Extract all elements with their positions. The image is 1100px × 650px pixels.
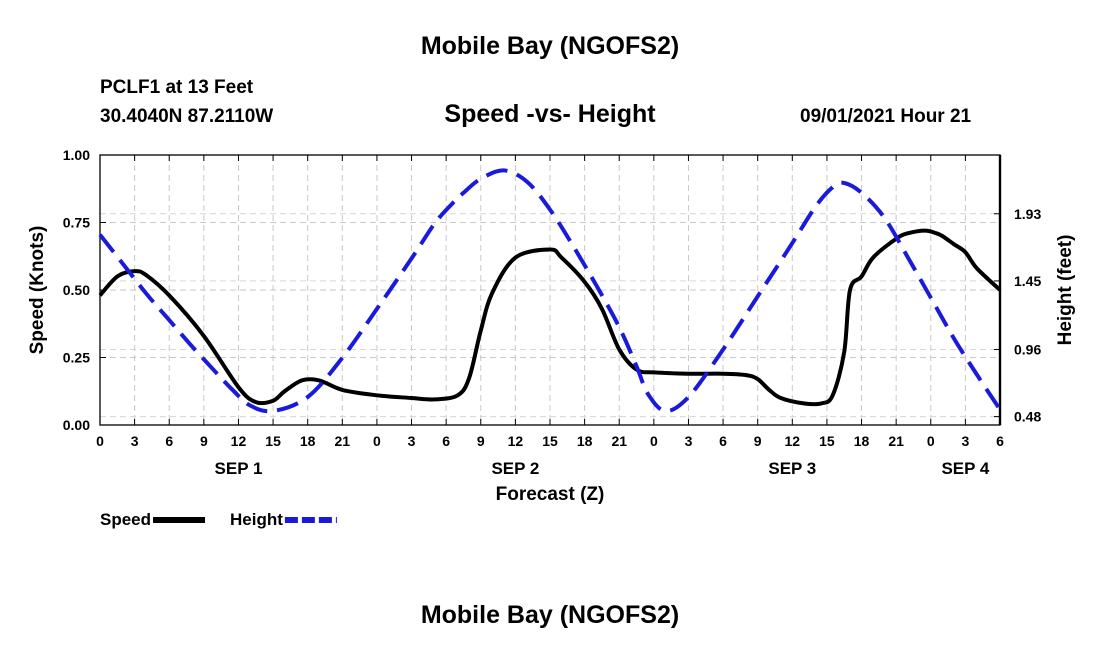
x-tick-label: 18 bbox=[854, 433, 870, 449]
x-tick-label: 9 bbox=[200, 433, 208, 449]
x-tick-label: 0 bbox=[373, 433, 381, 449]
series-group bbox=[98, 168, 1002, 414]
x-tick-label: 3 bbox=[131, 433, 139, 449]
series-line-height bbox=[98, 168, 1002, 414]
y2-tick-label: 0.96 bbox=[1014, 341, 1041, 357]
x-tick-label: 15 bbox=[542, 433, 558, 449]
x-tick-label: 12 bbox=[508, 433, 524, 449]
y2-axis-label: Height (feet) bbox=[1055, 235, 1076, 346]
legend-label-speed: Speed bbox=[100, 510, 151, 529]
y-tick-label: 0.75 bbox=[63, 215, 90, 231]
y-tick-label: 0.00 bbox=[63, 417, 90, 433]
y-tick-label: 1.00 bbox=[63, 147, 90, 163]
x-tick-label: 15 bbox=[819, 433, 835, 449]
day-label: SEP 4 bbox=[941, 459, 989, 478]
x-tick-label: 0 bbox=[96, 433, 104, 449]
x-tick-label: 18 bbox=[577, 433, 593, 449]
x-tick-label: 15 bbox=[265, 433, 281, 449]
legend: Speed Height bbox=[100, 510, 337, 529]
y2-tick-label: 1.93 bbox=[1014, 206, 1041, 222]
y2-tick-label: 0.48 bbox=[1014, 409, 1041, 425]
x-tick-label: 0 bbox=[927, 433, 935, 449]
y-tick-label: 0.25 bbox=[63, 350, 90, 366]
x-tick-label: 6 bbox=[996, 433, 1004, 449]
chart-subtitle: Speed -vs- Height bbox=[444, 100, 656, 128]
x-tick-label: 21 bbox=[611, 433, 627, 449]
x-tick-label: 3 bbox=[408, 433, 416, 449]
station-label: PCLF1 at 13 Feet bbox=[100, 77, 254, 98]
y-axis-label: Speed (Knots) bbox=[27, 226, 48, 355]
x-axis-label: Forecast (Z) bbox=[496, 484, 605, 505]
x-tick-label: 21 bbox=[335, 433, 351, 449]
x-tick-label: 6 bbox=[719, 433, 727, 449]
y2-tick-label: 1.45 bbox=[1014, 273, 1041, 289]
forecast-datetime: 09/01/2021 Hour 21 bbox=[800, 106, 972, 127]
x-tick-label: 12 bbox=[231, 433, 247, 449]
x-tick-label: 18 bbox=[300, 433, 316, 449]
x-tick-label: 6 bbox=[442, 433, 450, 449]
day-label: SEP 1 bbox=[215, 459, 263, 478]
day-label: SEP 3 bbox=[768, 459, 816, 478]
x-tick-label: 3 bbox=[685, 433, 693, 449]
x-tick-label: 12 bbox=[785, 433, 801, 449]
day-label: SEP 2 bbox=[491, 459, 539, 478]
y-tick-label: 0.50 bbox=[63, 282, 90, 298]
footer-title: Mobile Bay (NGOFS2) bbox=[420, 601, 680, 629]
legend-label-height: Height bbox=[230, 510, 283, 529]
main-title: Mobile Bay (NGOFS2) bbox=[420, 32, 680, 60]
x-tick-label: 9 bbox=[477, 433, 485, 449]
station-coordinates: 30.4040N 87.2110W bbox=[100, 106, 274, 127]
x-tick-label: 9 bbox=[754, 433, 762, 449]
x-tick-label: 21 bbox=[888, 433, 904, 449]
axes: 0 3 6 9 12 15 18 21 0 3 6 9 12 15 18 21 0 3 6 9 12 15 18 21 0 3 60… bbox=[27, 147, 1076, 505]
series-line-speed bbox=[98, 228, 1002, 407]
x-tick-label: 3 bbox=[961, 433, 969, 449]
x-tick-label: 0 bbox=[650, 433, 658, 449]
x-tick-label: 6 bbox=[165, 433, 173, 449]
